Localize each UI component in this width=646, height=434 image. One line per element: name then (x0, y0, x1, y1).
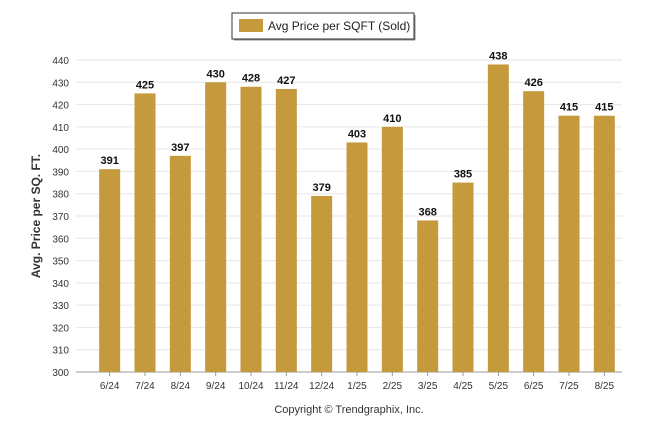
bar (487, 64, 509, 372)
x-tick-label: 12/24 (309, 381, 334, 392)
y-tick-label: 300 (52, 368, 69, 379)
y-tick-label: 330 (52, 301, 69, 312)
copyright-text: Copyright © Trendgraphix, Inc. (274, 404, 423, 416)
x-tick-label: 6/24 (100, 381, 120, 392)
data-labels: 391 425 397 430 428 427 379 403 410 368 385 438 426 4… (100, 50, 613, 218)
legend: Avg Price per SQFT (Sold) (231, 12, 416, 41)
legend-swatch (239, 19, 263, 32)
bar-value-label: 397 (171, 142, 189, 154)
x-tick-label: 5/25 (489, 381, 509, 392)
x-tick-label: 11/24 (274, 381, 299, 392)
bars (99, 64, 615, 373)
bar (311, 195, 333, 372)
x-tick-label: 9/24 (206, 381, 226, 392)
bar-value-label: 391 (100, 155, 118, 167)
y-tick-label: 400 (52, 145, 69, 156)
x-tick-label: 7/25 (559, 381, 579, 392)
x-tick-label: 1/25 (347, 381, 367, 392)
x-tick-label: 6/25 (524, 381, 544, 392)
bar-value-label: 425 (136, 79, 154, 91)
bar-value-label: 385 (454, 169, 472, 181)
bar (134, 93, 156, 372)
x-tick-label: 8/24 (171, 381, 191, 392)
y-tick-label: 420 (52, 101, 69, 112)
bar-value-label: 379 (312, 182, 330, 194)
y-tick-label: 370 (52, 212, 69, 223)
bar-value-label: 426 (524, 77, 542, 89)
bar-value-label: 438 (489, 50, 507, 62)
bar (558, 115, 580, 372)
y-tick-label: 410 (52, 123, 69, 134)
bar (205, 82, 227, 373)
y-tick-label: 350 (52, 257, 69, 268)
x-tick-label: 2/25 (383, 381, 403, 392)
bar (346, 142, 368, 372)
y-tick-label: 430 (52, 78, 69, 89)
y-tick-label: 390 (52, 167, 69, 178)
x-tick-label: 10/24 (238, 381, 263, 392)
bar-value-label: 428 (242, 73, 260, 85)
bar (523, 91, 545, 372)
bar (99, 169, 121, 372)
y-tick-label: 310 (52, 346, 69, 357)
bar-value-label: 410 (383, 113, 401, 125)
bar (593, 115, 615, 372)
y-axis-ticks: 300 310 320 330 340 350 360 370 380 390 400 410 420 4… (52, 56, 69, 379)
y-tick-label: 380 (52, 190, 69, 201)
y-tick-label: 360 (52, 234, 69, 245)
bar (275, 88, 297, 372)
bar-value-label: 430 (206, 68, 224, 80)
bar (417, 220, 439, 372)
x-axis-ticks: 6/24 7/24 8/24 9/24 10/24 11/24 12/24 1/25 2/25 3… (100, 372, 615, 392)
bar (452, 182, 474, 372)
bar (381, 126, 403, 372)
y-tick-label: 320 (52, 323, 69, 334)
y-tick-label: 440 (52, 56, 69, 67)
y-axis-title: Avg. Price per SQ. FT. (29, 154, 43, 278)
bar (169, 155, 191, 372)
y-tick-label: 340 (52, 279, 69, 290)
bar (240, 86, 262, 372)
bar-value-label: 415 (560, 102, 578, 114)
legend-label: Avg Price per SQFT (Sold) (268, 19, 410, 33)
bar-value-label: 368 (418, 206, 436, 218)
bar-value-label: 403 (348, 128, 366, 140)
bar-value-label: 415 (595, 102, 613, 114)
x-tick-label: 4/25 (453, 381, 473, 392)
x-tick-label: 7/24 (135, 381, 155, 392)
x-tick-label: 8/25 (595, 381, 615, 392)
x-tick-label: 3/25 (418, 381, 438, 392)
bar-value-label: 427 (277, 75, 295, 87)
